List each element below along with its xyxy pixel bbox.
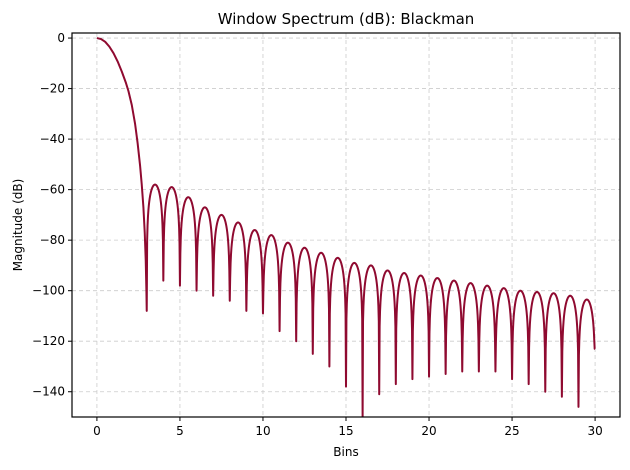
x-tick-label: 0 (93, 424, 101, 438)
chart-title: Window Spectrum (dB): Blackman (218, 10, 475, 28)
x-tick-label: 20 (421, 424, 436, 438)
y-tick-label: −140 (32, 385, 65, 399)
y-tick-label: −40 (40, 132, 65, 146)
y-axis-ticks: 0 −20 −40 −60 −80 −100 −120 −140 (32, 31, 72, 399)
x-tick-label: 30 (587, 424, 602, 438)
y-tick-label: −80 (40, 233, 65, 247)
y-tick-label: −120 (32, 334, 65, 348)
y-tick-label: 0 (57, 31, 65, 45)
x-axis-ticks: 0 5 10 15 20 25 30 (93, 417, 603, 438)
spectrum-line (96, 37, 596, 417)
x-tick-label: 10 (255, 424, 270, 438)
x-axis-label: Bins (333, 445, 358, 459)
y-tick-label: −60 (40, 183, 65, 197)
x-tick-label: 25 (504, 424, 519, 438)
x-tick-label: 5 (176, 424, 184, 438)
y-tick-label: −20 (40, 82, 65, 96)
x-tick-label: 15 (338, 424, 353, 438)
y-axis-label: Magnitude (dB) (11, 179, 25, 272)
plot-area (96, 37, 596, 417)
y-tick-label: −100 (32, 284, 65, 298)
